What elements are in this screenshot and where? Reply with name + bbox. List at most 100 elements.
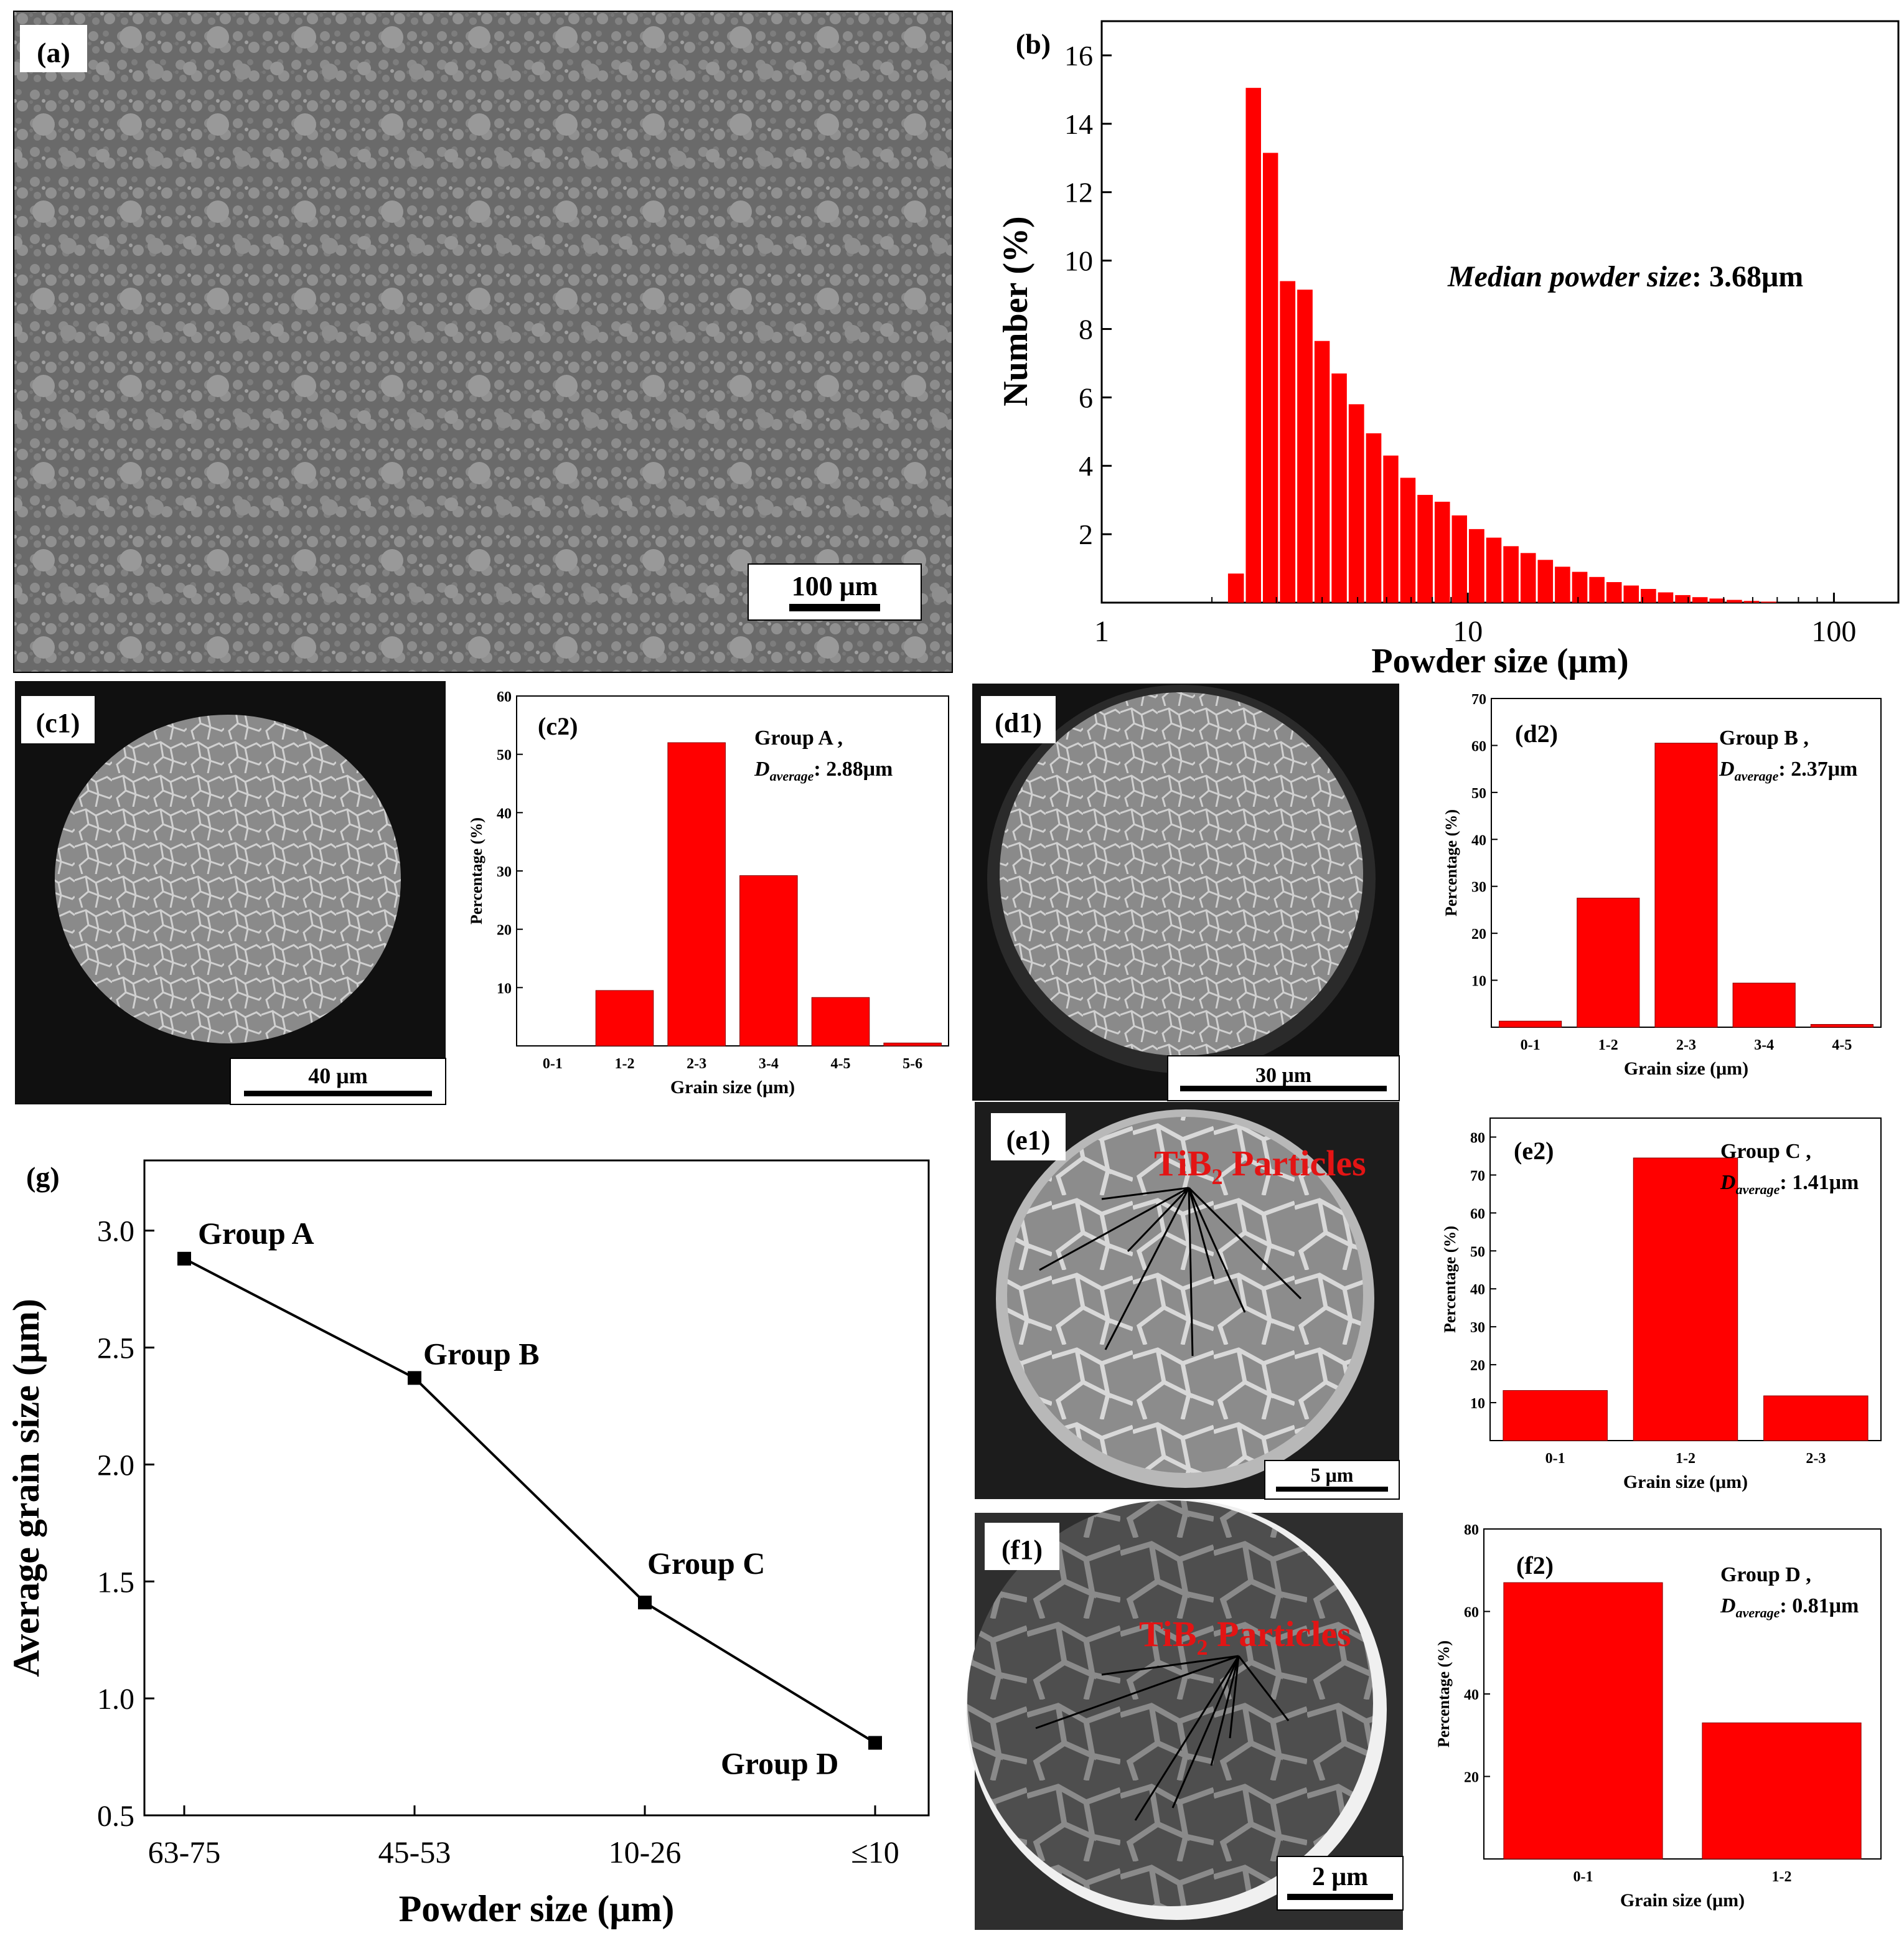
chart-f2-xlabel: Grain size (μm) [1620, 1890, 1745, 1911]
chart-b-bar [1262, 153, 1278, 603]
chart-b-bar [1520, 553, 1536, 603]
chart-c2-ytick-label: 40 [497, 806, 512, 822]
chart-e2-xtick-label: 0-1 [1545, 1451, 1565, 1467]
chart-g-ytick-label: 2.5 [97, 1332, 134, 1365]
chart-b-bar [1280, 281, 1296, 603]
chart-e2-average-label: Daverage: 1.41μm [1720, 1171, 1859, 1197]
panel-c1-scale-bar [244, 1091, 432, 1096]
chart-b-bar [1227, 573, 1244, 603]
chart-b-bar [1486, 537, 1502, 603]
chart-b-bar [1451, 515, 1467, 603]
chart-d2-average-label: Daverage: 2.37μm [1719, 758, 1857, 784]
chart-b-bar [1245, 88, 1261, 603]
chart-e2-ytick-label: 50 [1470, 1244, 1485, 1260]
chart-d2-xtick-label: 2-3 [1676, 1037, 1696, 1053]
chart-b-bar [1743, 601, 1760, 603]
chart-d2-ylabel: Percentage (%) [1442, 809, 1460, 916]
panel-f1-label: (f1) [1001, 1535, 1043, 1565]
chart-g-point-label: Group B [423, 1336, 540, 1371]
chart-b-bar [1555, 567, 1570, 603]
chart-g-xlabel: Powder size (μm) [399, 1888, 675, 1929]
panel-a-sem-image: (a) 100 μm [13, 11, 953, 673]
chart-b-bar [1692, 597, 1708, 603]
chart-b-ytick-label: 2 [1079, 519, 1093, 550]
chart-d2-bar [1577, 898, 1640, 1028]
chart-b-bar [1503, 546, 1519, 603]
chart-d2-xtick-label: 4-5 [1832, 1037, 1852, 1053]
chart-b-ytick-label: 4 [1079, 450, 1093, 482]
chart-b-xtick-label: 10 [1453, 615, 1483, 648]
chart-f2-ylabel: Percentage (%) [1435, 1640, 1453, 1747]
chart-b-bar [1675, 595, 1691, 603]
panel-f1-scale-text: 2 μm [1312, 1863, 1368, 1891]
chart-b-bar [1537, 560, 1554, 603]
chart-g-frame [143, 1159, 930, 1817]
chart-b-bar [1727, 600, 1742, 603]
chart-b-bar [1297, 289, 1313, 603]
chart-b-bar [1383, 455, 1399, 603]
chart-e2-xlabel: Grain size (μm) [1623, 1472, 1748, 1492]
chart-d2-bar [1499, 1020, 1562, 1028]
chart-b-bar [1623, 585, 1639, 603]
chart-c2-bar [739, 875, 798, 1047]
chart-b-bar [1589, 576, 1605, 603]
chart-c2-bar [811, 997, 870, 1047]
panel-d1-scale-text: 30 μm [1255, 1064, 1311, 1087]
chart-e2-ytick-label: 20 [1470, 1358, 1485, 1374]
chart-c2-panel-label: (c2) [538, 712, 578, 740]
chart-g-panel-label: (g) [26, 1161, 60, 1193]
panel-f1-arrows [1035, 1655, 1290, 1821]
chart-g-point [638, 1596, 652, 1610]
chart-b-bar [1417, 494, 1433, 603]
panel-e1-arrows [1039, 1187, 1302, 1357]
chart-e2-bar [1763, 1395, 1869, 1441]
panel-e1-sem-image: (e1) TiB2 Particles 5 μm [975, 1102, 1400, 1500]
panel-e1-annotation: TiB2 Particles [1154, 1143, 1366, 1189]
chart-c2-bar [883, 1042, 942, 1047]
chart-g-ytick-label: 2.0 [97, 1449, 134, 1482]
chart-g-line [184, 1258, 876, 1744]
chart-c2-xtick-label: 5-6 [903, 1056, 922, 1072]
chart-b-ytick-label: 16 [1064, 40, 1093, 72]
chart-g-xtick-label: 10-26 [609, 1835, 682, 1870]
chart-b-powder-size-distribution: 1 10 100 2 4 6 8 10 12 14 16 (b) Powder size (μm) Num… [997, 20, 1900, 680]
panel-f1-scale-bar [1287, 1894, 1393, 1900]
chart-f2-xtick-label: 1-2 [1772, 1869, 1792, 1885]
panel-d1-label: (d1) [995, 708, 1042, 738]
chart-d2-bar [1732, 982, 1796, 1028]
chart-c2-bar [667, 742, 726, 1047]
chart-d2-ytick-label: 10 [1471, 974, 1486, 990]
chart-c2-ytick-label: 60 [497, 689, 512, 705]
chart-e2-ytick-label: 60 [1470, 1206, 1485, 1222]
panel-a-scale-bar [789, 604, 880, 611]
chart-g-point-label: Group D [721, 1746, 838, 1781]
chart-e2-ytick-label: 10 [1470, 1396, 1485, 1412]
chart-g-ytick-label: 0.5 [97, 1800, 134, 1833]
chart-f2-average-label: Daverage: 0.81μm [1720, 1594, 1859, 1620]
panel-c1-scale-text: 40 μm [308, 1063, 367, 1088]
chart-b-ylabel: Number (%) [997, 216, 1035, 406]
chart-d2-ytick-label: 40 [1471, 832, 1486, 849]
chart-c2-ytick-label: 50 [497, 748, 512, 764]
chart-e2-group-label: Group C , [1720, 1140, 1811, 1163]
chart-b-annotation: Median powder size: 3.68μm [1447, 260, 1803, 293]
chart-d2-xtick-label: 1-2 [1598, 1037, 1618, 1053]
chart-b-bar [1709, 598, 1725, 603]
chart-b-bar [1658, 592, 1674, 603]
chart-c2-xtick-label: 1-2 [615, 1056, 635, 1072]
chart-b-bar [1468, 529, 1484, 603]
chart-e2-ytick-label: 80 [1470, 1130, 1485, 1146]
chart-g-point [177, 1251, 191, 1266]
chart-c2-ylabel: Percentage (%) [467, 817, 485, 924]
chart-f2-ytick-label: 20 [1464, 1770, 1479, 1786]
chart-e2-ytick-label: 30 [1470, 1320, 1485, 1336]
chart-f2-bar [1702, 1722, 1862, 1860]
chart-d2-xtick-label: 0-1 [1521, 1037, 1541, 1053]
chart-b-bar [1366, 433, 1382, 603]
chart-c2-grain-size-group-a: 0-1 1-2 2-3 3-4 4-5 5-6 10 20 30 40 50 60 Grain size… [467, 689, 949, 1098]
chart-e2-xtick-label: 1-2 [1676, 1451, 1695, 1467]
chart-d2-ytick-label: 50 [1471, 786, 1486, 802]
chart-d2-ytick-label: 70 [1471, 692, 1486, 708]
chart-c2-frame [516, 695, 949, 1047]
